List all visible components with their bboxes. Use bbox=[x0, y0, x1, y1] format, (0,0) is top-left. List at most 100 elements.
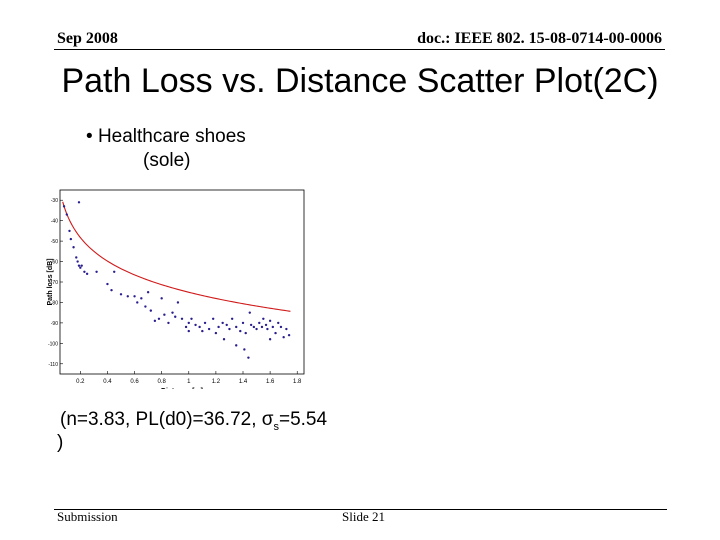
data-point bbox=[106, 282, 109, 286]
data-point bbox=[68, 229, 71, 233]
stats-sub: s bbox=[273, 420, 279, 433]
fit-curve bbox=[62, 201, 291, 312]
data-point bbox=[144, 305, 147, 308]
x-tick-label: 1.2 bbox=[212, 379, 221, 385]
plot-fit bbox=[62, 201, 291, 312]
stats-close-paren: ) bbox=[57, 432, 64, 453]
data-point bbox=[149, 309, 153, 312]
y-tick-label: -90 bbox=[51, 321, 58, 327]
data-point bbox=[174, 315, 177, 318]
data-point bbox=[271, 325, 275, 329]
data-point bbox=[80, 264, 83, 267]
data-point bbox=[184, 325, 188, 329]
data-point bbox=[167, 321, 170, 325]
data-point bbox=[113, 270, 116, 273]
y-tick-label: -50 bbox=[51, 239, 58, 245]
bullet-symbol: • bbox=[86, 126, 93, 147]
data-point bbox=[247, 356, 250, 359]
x-tick-label: 0.2 bbox=[76, 379, 85, 385]
x-tick-label: 1.8 bbox=[293, 379, 302, 385]
data-point bbox=[72, 246, 75, 249]
data-point bbox=[274, 331, 277, 335]
data-point bbox=[79, 266, 82, 269]
data-point bbox=[62, 205, 66, 208]
data-point bbox=[187, 329, 190, 333]
footer-slide-number: Slide 21 bbox=[342, 509, 385, 524]
y-tick-label: -70 bbox=[51, 280, 58, 286]
data-point bbox=[221, 321, 224, 325]
data-point bbox=[248, 311, 251, 314]
data-point bbox=[75, 256, 78, 259]
data-point bbox=[255, 327, 258, 331]
stats-suffix: =5.54 bbox=[278, 409, 328, 430]
data-point bbox=[217, 325, 220, 329]
data-point bbox=[225, 323, 228, 327]
data-point bbox=[277, 321, 280, 325]
data-point bbox=[160, 297, 163, 300]
y-tick-label: -40 bbox=[51, 219, 58, 225]
data-point bbox=[235, 344, 238, 347]
data-point bbox=[65, 213, 68, 216]
data-point bbox=[279, 325, 283, 329]
data-point bbox=[282, 336, 285, 339]
data-point bbox=[95, 270, 98, 273]
header-date: Sep 2008 bbox=[57, 30, 118, 47]
data-point bbox=[176, 301, 180, 304]
data-point bbox=[194, 323, 197, 327]
data-point bbox=[244, 331, 247, 335]
data-point bbox=[83, 270, 86, 273]
data-point bbox=[77, 201, 81, 204]
x-tick-label: 0.8 bbox=[157, 379, 166, 385]
data-point bbox=[262, 317, 265, 320]
data-point bbox=[85, 272, 89, 276]
data-point bbox=[201, 329, 204, 333]
data-point bbox=[140, 297, 143, 300]
x-tick-label: 1.4 bbox=[239, 379, 248, 385]
y-tick-label: -100 bbox=[48, 341, 58, 347]
bullet-line-1: Healthcare shoes bbox=[97, 126, 246, 147]
data-point bbox=[180, 317, 184, 320]
x-tick-label: 1 bbox=[187, 379, 191, 385]
data-point bbox=[266, 327, 269, 331]
data-point bbox=[146, 291, 150, 294]
data-point bbox=[241, 321, 245, 325]
data-point bbox=[119, 293, 123, 296]
data-point bbox=[171, 311, 174, 314]
data-point bbox=[77, 264, 81, 267]
plot-points bbox=[62, 201, 291, 359]
data-point bbox=[133, 295, 136, 298]
data-point bbox=[110, 288, 113, 292]
bullet-point: • Healthcare shoes (sole) bbox=[86, 125, 246, 173]
y-axis-label: Path loss [dB] bbox=[47, 258, 54, 305]
data-point bbox=[235, 325, 238, 329]
plot-labels: Distance [m] Path loss [dB] bbox=[47, 258, 203, 389]
data-point bbox=[258, 321, 261, 325]
data-point bbox=[285, 327, 288, 331]
data-point bbox=[268, 338, 272, 341]
fit-parameters: (n=3.83, PL(d0)=36.72, σs=5.54 bbox=[60, 408, 327, 439]
footer-submission: Submission bbox=[57, 509, 118, 524]
plot-frame bbox=[59, 189, 305, 375]
bullet-line-2: (sole) bbox=[143, 150, 191, 171]
plot-axes-box bbox=[59, 189, 305, 375]
data-point bbox=[230, 317, 234, 320]
data-point bbox=[214, 331, 218, 335]
data-point bbox=[228, 327, 231, 331]
y-tick-label: -80 bbox=[51, 300, 58, 306]
data-point bbox=[264, 323, 268, 327]
stats-prefix: (n=3.83, PL(d0)=36.72, σ bbox=[60, 409, 274, 430]
data-point bbox=[136, 301, 139, 304]
scatter-plot: 0.2 0.4 0.6 0.8 1 1.2 1.4 1.6 1.8 -30 -40 -50 -60 -70… bbox=[47, 189, 305, 389]
x-tick-label: 0.4 bbox=[103, 379, 112, 385]
data-point bbox=[260, 325, 264, 329]
data-point bbox=[287, 333, 291, 337]
data-point bbox=[207, 327, 211, 331]
data-point bbox=[69, 237, 73, 241]
y-tick-label: -110 bbox=[48, 362, 58, 368]
data-point bbox=[203, 321, 207, 325]
data-point bbox=[157, 317, 161, 320]
y-tick-label: -30 bbox=[51, 198, 58, 204]
data-point bbox=[268, 319, 272, 323]
data-point bbox=[211, 317, 215, 320]
data-point bbox=[252, 325, 256, 329]
